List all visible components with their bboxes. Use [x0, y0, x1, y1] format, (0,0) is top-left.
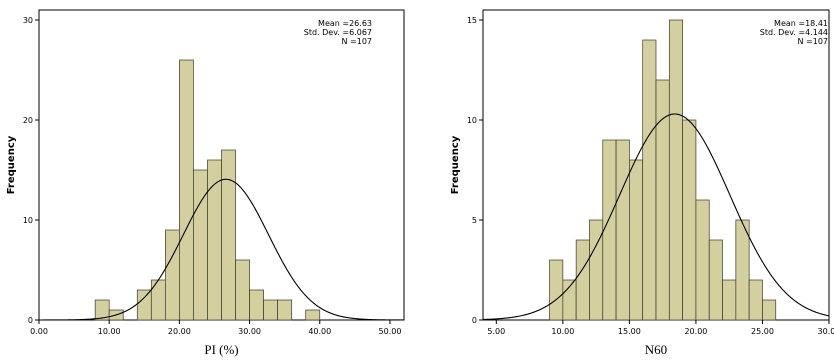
x-tick-label: 40.00: [308, 327, 331, 336]
x-tick-label: 30.00: [818, 327, 834, 336]
y-tick-label: 0: [472, 316, 477, 325]
histogram-bar: [136, 289, 152, 321]
stats-line: N =107: [798, 37, 829, 46]
normal-curve: [482, 113, 830, 321]
y-axis-title: Frequency: [450, 135, 461, 194]
y-tick-label: 10: [467, 116, 477, 125]
histogram-bar: [150, 279, 166, 321]
histogram-bar: [575, 239, 590, 321]
histogram-bar: [722, 279, 737, 321]
histogram-bar: [179, 59, 194, 321]
histogram-bar: [642, 39, 657, 321]
x-axis-title: PI (%): [204, 342, 238, 357]
histogram-bar: [762, 299, 777, 321]
x-tick-label: 0.00: [30, 327, 48, 336]
histogram-bar: [249, 289, 264, 321]
y-axis-title: Frequency: [6, 135, 17, 194]
histogram-bar: [277, 299, 293, 321]
x-tick-label: 10.00: [98, 327, 121, 336]
stats-line: Std. Dev. =4.144: [760, 28, 828, 37]
histogram-bar: [708, 239, 723, 321]
histogram-bar: [221, 149, 236, 321]
x-tick-label: 20.00: [168, 327, 191, 336]
y-tick-label: 0: [28, 316, 33, 325]
y-tick-label: 30: [23, 16, 33, 25]
normal-curve: [39, 178, 405, 321]
x-tick-label: 25.00: [751, 327, 774, 336]
x-axis-title: N60: [645, 342, 667, 357]
histogram-bar: [748, 279, 763, 321]
histogram-bar: [164, 229, 180, 321]
stats-line: Mean =26.63: [318, 19, 372, 28]
histogram-bar: [695, 199, 710, 321]
y-tick-label: 10: [23, 216, 33, 225]
x-tick-label: 50.00: [379, 327, 402, 336]
histogram-bar: [668, 19, 683, 321]
x-tick-label: 10.00: [551, 327, 574, 336]
x-tick-label: 5.00: [487, 327, 505, 336]
stats-line: Mean =18.41: [774, 19, 828, 28]
stats-line: Std. Dev. =6.067: [304, 28, 372, 37]
histogram-bar: [602, 139, 617, 321]
histogram-pi: 0 10 20 30 0.00 10.00 20.00 30.00 40.00 50.00 Freq…: [6, 9, 405, 357]
y-tick-label: 20: [23, 116, 33, 125]
histogram-bar: [305, 309, 321, 321]
histogram-bar: [235, 259, 250, 321]
stats-line: N =107: [342, 37, 373, 46]
histogram-bar: [615, 139, 630, 321]
histogram-bar: [549, 259, 564, 321]
histogram-bar: [263, 299, 279, 321]
y-tick-label: 5: [472, 216, 477, 225]
histogram-bar: [735, 219, 750, 321]
histogram-n60: 0 5 10 15 5.00 10.00 15.00 20.00 25.00 30.00 Frequ…: [450, 9, 834, 357]
histogram-bar: [629, 159, 644, 321]
x-tick-label: 20.00: [684, 327, 707, 336]
x-tick-label: 30.00: [238, 327, 261, 336]
y-tick-label: 15: [467, 16, 477, 25]
histogram-bar: [682, 119, 697, 321]
histogram-bar: [193, 169, 208, 321]
x-tick-label: 15.00: [618, 327, 641, 336]
